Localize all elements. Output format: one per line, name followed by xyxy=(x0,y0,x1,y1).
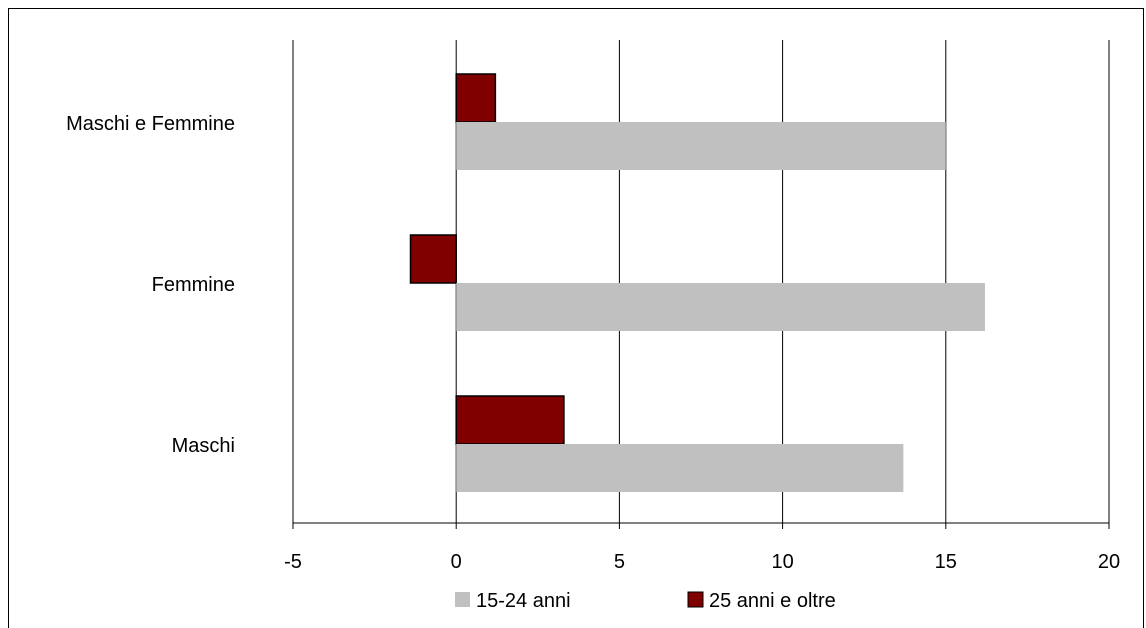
chart-frame xyxy=(8,8,1144,628)
legend-label-0: 15-24 anni xyxy=(476,590,571,612)
category-label: Maschi e Femmine xyxy=(66,113,235,135)
bar-15-24-1 xyxy=(456,283,985,331)
x-tick-label: 20 xyxy=(1098,551,1120,573)
x-tick-label: -5 xyxy=(284,551,302,573)
legend-swatch-0 xyxy=(455,592,470,607)
legend: 15-24 anni 25 anni e oltre xyxy=(455,590,836,612)
x-tick-label: 15 xyxy=(935,551,957,573)
category-labels: Maschi e Femmine Femmine Maschi xyxy=(66,113,235,457)
bars xyxy=(409,73,985,492)
bar-over25-2 xyxy=(455,395,565,445)
bar-over25-1 xyxy=(409,234,457,284)
x-tick-label: 10 xyxy=(771,551,793,573)
bar-over25-0 xyxy=(455,73,497,123)
x-tick-label: 0 xyxy=(451,551,462,573)
category-label: Maschi xyxy=(172,435,235,457)
legend-label-1: 25 anni e oltre xyxy=(709,590,836,612)
x-tick-label: 5 xyxy=(614,551,625,573)
x-axis: -5 0 5 10 15 20 xyxy=(284,522,1120,573)
legend-swatch-1 xyxy=(687,591,704,608)
category-label: Femmine xyxy=(152,274,235,296)
bar-15-24-2 xyxy=(456,444,904,492)
bar-15-24-0 xyxy=(456,122,946,170)
